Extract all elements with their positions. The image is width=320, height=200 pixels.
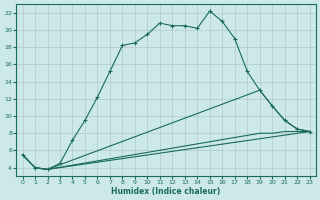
- X-axis label: Humidex (Indice chaleur): Humidex (Indice chaleur): [111, 187, 221, 196]
